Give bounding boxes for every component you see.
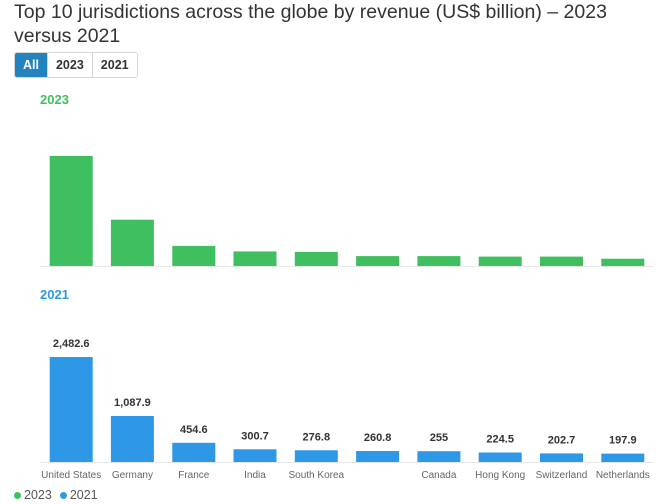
- x-tick-label-7: Hong Kong: [475, 470, 525, 481]
- bar-2023-0[interactable]: [49, 155, 93, 266]
- legend-item-2023[interactable]: 2023: [14, 488, 52, 502]
- data-label-2021-4: 276.8: [303, 431, 331, 443]
- bar-2021-8[interactable]: [540, 453, 583, 462]
- bar-2023-8[interactable]: [540, 256, 583, 266]
- bar-2023-6[interactable]: [417, 256, 461, 266]
- bar-2021-9[interactable]: [601, 453, 645, 462]
- x-tick-label-1: Germany: [112, 470, 153, 481]
- tab-2021[interactable]: 2021: [100, 58, 129, 72]
- data-label-2021-1: 1,087.9: [114, 397, 151, 409]
- legend-label-2021: 2021: [69, 488, 98, 502]
- data-label-2021-9: 197.9: [609, 435, 637, 447]
- legend-swatch-2021: [59, 491, 67, 499]
- data-label-2021-2: 454.6: [180, 424, 208, 436]
- x-tick-label-6: Canada: [421, 470, 456, 481]
- data-label-2021-8: 202.7: [548, 434, 576, 446]
- bar-2021-5[interactable]: [356, 451, 400, 462]
- bar-2023-1[interactable]: [110, 219, 154, 266]
- legend-item-2021[interactable]: 2021: [59, 488, 98, 502]
- legend-swatch-2023: [14, 491, 21, 499]
- x-tick-label-0: United States: [41, 470, 101, 481]
- legend-label-2023: 2023: [24, 488, 52, 502]
- bar-2023-3[interactable]: [233, 251, 277, 266]
- tab-all[interactable]: All: [15, 53, 48, 77]
- bar-2023-4[interactable]: [294, 251, 338, 266]
- data-label-2021-3: 300.7: [241, 430, 269, 442]
- bar-2021-3[interactable]: [233, 449, 277, 462]
- bar-2021-6[interactable]: [417, 451, 461, 462]
- year-filter-tabs: All 2023 2021: [14, 52, 138, 78]
- tab-2023[interactable]: 2023: [48, 53, 93, 77]
- bar-2021-4[interactable]: [294, 450, 338, 462]
- data-label-2021-5: 260.8: [364, 432, 392, 444]
- legend: 2023 2021: [14, 488, 98, 502]
- bar-2021-7[interactable]: [478, 452, 522, 463]
- panel-title-2023: 2023: [40, 92, 69, 107]
- data-label-2021-7: 224.5: [486, 434, 514, 446]
- chart-title: Top 10 jurisdictions across the globe by…: [14, 1, 607, 47]
- bar-2023-7[interactable]: [478, 256, 522, 266]
- x-tick-label-9: Netherlands: [596, 470, 650, 481]
- bar-2023-2[interactable]: [172, 245, 216, 266]
- bar-2021-1[interactable]: [110, 416, 154, 462]
- bar-2021-0[interactable]: [49, 357, 93, 462]
- x-tick-label-3: India: [244, 470, 266, 481]
- x-tick-label-4: South Korea: [288, 470, 344, 481]
- bar-2023-9[interactable]: [601, 258, 645, 266]
- data-label-2021-6: 255: [430, 432, 448, 444]
- bar-2023-5[interactable]: [356, 256, 400, 266]
- x-tick-label-8: Switzerland: [536, 470, 588, 481]
- bar-2021-2[interactable]: [172, 442, 216, 462]
- data-label-2021-0: 2,482.6: [53, 338, 90, 350]
- x-tick-label-2: France: [178, 470, 210, 481]
- panel-title-2021: 2021: [40, 287, 69, 302]
